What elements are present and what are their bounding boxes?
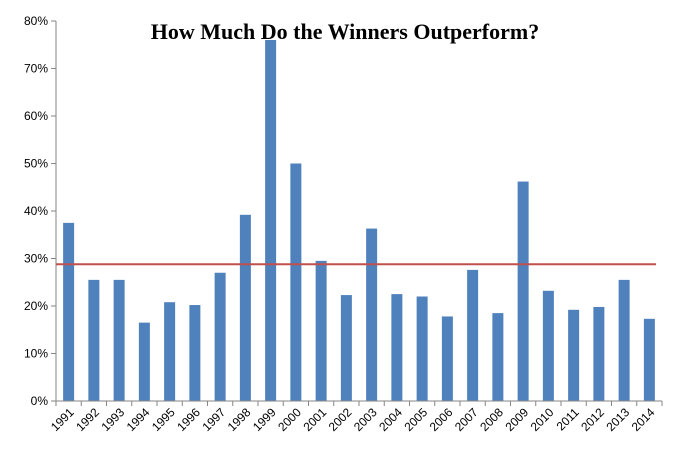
x-tick-label: 2000 xyxy=(275,405,304,434)
bar-2011 xyxy=(568,309,580,401)
x-tick-label: 1997 xyxy=(199,405,228,434)
bar-1996 xyxy=(189,305,201,401)
x-tick-label: 1994 xyxy=(124,405,153,434)
chart-title: How Much Do the Winners Outperform? xyxy=(151,19,539,44)
y-tick-label: 60% xyxy=(24,109,48,123)
x-tick-label: 2009 xyxy=(502,405,531,434)
x-tick-label: 1992 xyxy=(73,405,102,434)
y-tick-label: 50% xyxy=(24,157,48,171)
bar-1994 xyxy=(138,322,150,401)
x-tick-label: 1998 xyxy=(225,405,254,434)
bar-2004 xyxy=(391,294,403,401)
bar-2008 xyxy=(492,313,504,401)
x-tick-label: 1993 xyxy=(98,405,127,434)
bar-2012 xyxy=(593,306,605,401)
bar-2013 xyxy=(618,279,630,401)
y-tick-label: 40% xyxy=(24,204,48,218)
y-axis: 0% 10% 20% 30% 40% 50% 60% 70% 80% xyxy=(24,14,57,408)
x-tick-label: 2010 xyxy=(528,405,557,434)
x-tick-label: 2005 xyxy=(401,405,430,434)
y-tick-label: 70% xyxy=(24,62,48,76)
bar-1995 xyxy=(164,302,176,401)
y-tick-label: 20% xyxy=(24,299,48,313)
bar-2003 xyxy=(366,228,378,401)
bar-1997 xyxy=(214,272,226,401)
bar-series xyxy=(63,40,655,401)
bar-1991 xyxy=(63,222,75,401)
x-tick-label: 2012 xyxy=(578,405,607,434)
bar-2007 xyxy=(467,269,479,401)
x-tick-label: 2011 xyxy=(554,405,582,433)
bar-2002 xyxy=(340,295,352,401)
y-tick-label: 0% xyxy=(31,394,49,408)
bar-2014 xyxy=(643,318,655,401)
bar-1999 xyxy=(265,40,277,401)
x-tick-label: 1996 xyxy=(174,405,203,434)
x-tick-label: 2004 xyxy=(376,405,405,434)
x-tick-label: 2013 xyxy=(603,405,632,434)
bar-2010 xyxy=(542,290,554,401)
x-tick-label: 2008 xyxy=(477,405,506,434)
bar-2006 xyxy=(441,316,453,401)
x-axis: 1991199219931994199519961997199819992000… xyxy=(48,400,663,434)
y-tick-label: 80% xyxy=(24,14,48,28)
x-tick-label: 1995 xyxy=(149,405,178,434)
y-tick-label: 10% xyxy=(24,347,48,361)
x-tick-label: 2007 xyxy=(452,405,481,434)
x-tick-label: 2003 xyxy=(351,405,380,434)
x-tick-label: 2006 xyxy=(427,405,456,434)
bar-1993 xyxy=(113,279,125,401)
x-tick-label: 2001 xyxy=(300,405,329,434)
x-tick-label: 1991 xyxy=(48,405,77,434)
bar-2000 xyxy=(290,163,302,401)
bar-1992 xyxy=(88,279,100,401)
bar-2005 xyxy=(416,296,428,401)
y-tick-label: 30% xyxy=(24,252,48,266)
bar-1998 xyxy=(239,214,251,401)
bar-2001 xyxy=(315,260,327,401)
x-tick-label: 2014 xyxy=(629,405,658,434)
x-tick-label: 2002 xyxy=(326,405,355,434)
bar-2009 xyxy=(517,181,529,401)
x-tick-label: 1999 xyxy=(250,405,279,434)
